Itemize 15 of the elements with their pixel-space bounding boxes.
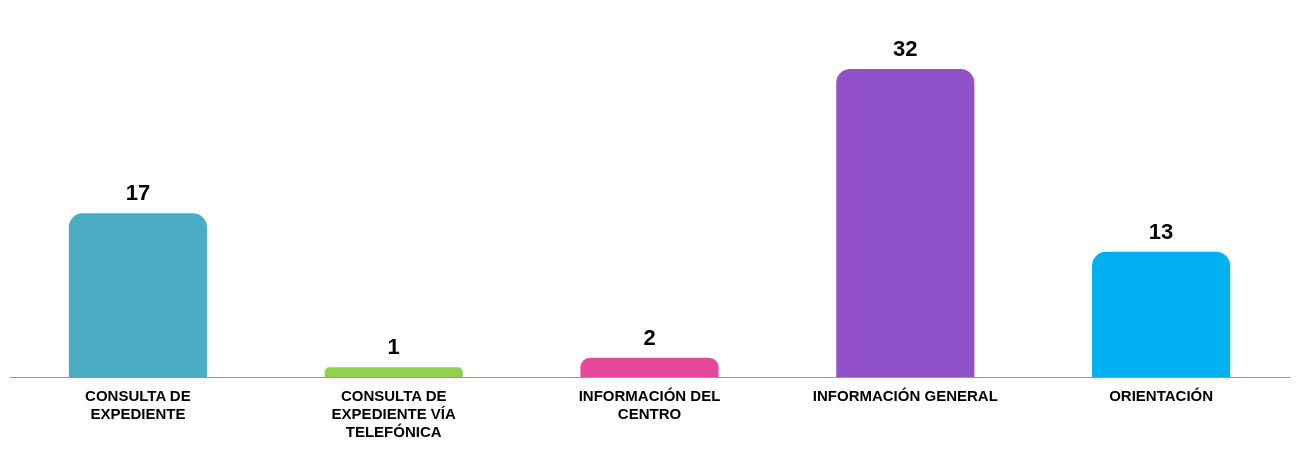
x-tick-label: CONSULTA DE EXPEDIENTE VÍA TELEFÓNICA <box>331 387 456 441</box>
data-label: 17 <box>125 180 151 206</box>
x-tick-label: ORIENTACIÓN <box>1109 387 1214 405</box>
data-label: 13 <box>1148 218 1174 244</box>
bar <box>1092 251 1231 377</box>
x-tick-label: INFORMACIÓN DEL CENTRO <box>578 387 721 423</box>
bar <box>580 357 719 377</box>
data-label: 32 <box>893 35 918 61</box>
bar <box>68 213 207 377</box>
x-tick-label: CONSULTA DE EXPEDIENTE <box>85 387 191 423</box>
bar <box>324 367 463 377</box>
data-label: 2 <box>643 324 656 350</box>
data-label: 1 <box>387 334 400 360</box>
x-tick-label: INFORMACIÓN GENERAL <box>812 387 998 405</box>
bar <box>836 68 975 377</box>
